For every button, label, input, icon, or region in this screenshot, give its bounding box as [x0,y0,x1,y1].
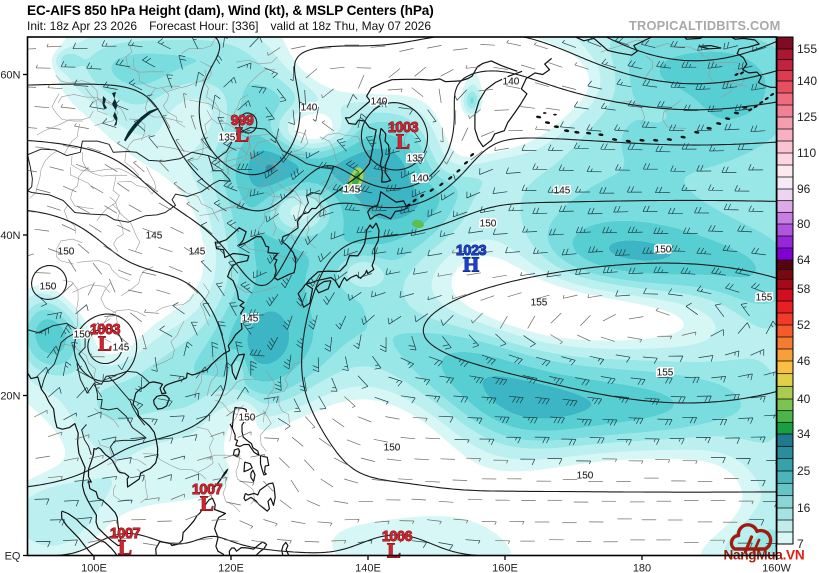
svg-text:155: 155 [756,293,773,304]
svg-text:40: 40 [797,392,811,406]
svg-text:L: L [118,536,132,560]
svg-text:145: 145 [554,186,571,197]
svg-text:145: 145 [344,185,361,196]
svg-text:140: 140 [412,174,429,185]
svg-text:16: 16 [797,501,811,515]
svg-text:160E: 160E [492,563,518,573]
svg-text:145: 145 [113,343,130,354]
svg-text:1007: 1007 [110,526,141,542]
svg-text:150: 150 [74,330,91,341]
svg-text:140E: 140E [355,563,381,573]
svg-text:150: 150 [40,282,57,293]
svg-text:L: L [387,539,401,563]
svg-text:80: 80 [797,217,811,231]
svg-text:155: 155 [797,42,817,56]
svg-text:140: 140 [503,77,520,88]
svg-text:145: 145 [344,185,361,196]
svg-text:145: 145 [146,231,163,242]
svg-text:150: 150 [74,330,91,341]
svg-text:150: 150 [239,413,256,424]
svg-text:125: 125 [797,110,817,124]
svg-text:L: L [200,492,214,516]
svg-text:52: 52 [797,318,811,332]
svg-text:135: 135 [407,154,424,165]
svg-text:160W: 160W [762,563,791,573]
svg-text:1023: 1023 [456,243,487,259]
svg-text:135: 135 [407,154,424,165]
svg-text:180: 180 [633,563,651,573]
svg-text:1007: 1007 [192,482,223,498]
svg-text:150: 150 [239,413,256,424]
svg-text:140: 140 [371,97,388,108]
svg-text:135: 135 [219,133,236,144]
svg-text:155: 155 [657,368,674,379]
svg-text:140: 140 [371,97,388,108]
svg-text:150: 150 [655,245,672,256]
svg-text:100E: 100E [81,563,107,573]
svg-text:150: 150 [480,219,497,230]
svg-text:34: 34 [797,427,811,441]
svg-text:L: L [396,130,410,154]
svg-text:155: 155 [531,298,548,309]
svg-text:145: 145 [554,186,571,197]
svg-text:40N: 40N [0,230,20,242]
svg-text:145: 145 [146,231,163,242]
svg-text:46: 46 [797,354,811,368]
svg-text:155: 155 [531,298,548,309]
svg-text:L: L [98,332,112,356]
svg-text:155: 155 [756,293,773,304]
svg-text:H: H [463,253,479,277]
svg-text:140: 140 [301,103,318,114]
svg-text:120E: 120E [218,563,244,573]
svg-text:150: 150 [480,219,497,230]
svg-text:1003: 1003 [90,322,121,338]
svg-text:L: L [235,123,249,147]
svg-text:140: 140 [797,74,817,88]
svg-text:999: 999 [231,113,254,129]
svg-text:155: 155 [657,368,674,379]
svg-text:150: 150 [577,471,594,482]
svg-text:145: 145 [189,247,206,258]
svg-text:150: 150 [58,247,75,258]
svg-text:150: 150 [655,245,672,256]
svg-text:140: 140 [301,103,318,114]
svg-text:60N: 60N [0,70,20,82]
svg-text:110: 110 [797,146,816,160]
svg-text:140: 140 [412,174,429,185]
svg-text:96: 96 [797,182,811,196]
svg-text:150: 150 [58,247,75,258]
svg-text:1003: 1003 [388,120,419,136]
svg-text:20N: 20N [0,391,20,403]
svg-text:145: 145 [113,343,130,354]
svg-text:150: 150 [384,443,401,454]
svg-text:150: 150 [384,443,401,454]
svg-text:58: 58 [797,282,811,296]
svg-text:145: 145 [242,314,259,325]
svg-text:64: 64 [797,253,811,267]
svg-text:1006: 1006 [382,529,413,545]
svg-text:7: 7 [797,537,804,551]
svg-text:EQ: EQ [5,551,21,563]
svg-text:150: 150 [40,282,57,293]
svg-text:135: 135 [219,133,236,144]
svg-text:25: 25 [797,464,811,478]
svg-text:145: 145 [189,247,206,258]
svg-text:150: 150 [577,471,594,482]
